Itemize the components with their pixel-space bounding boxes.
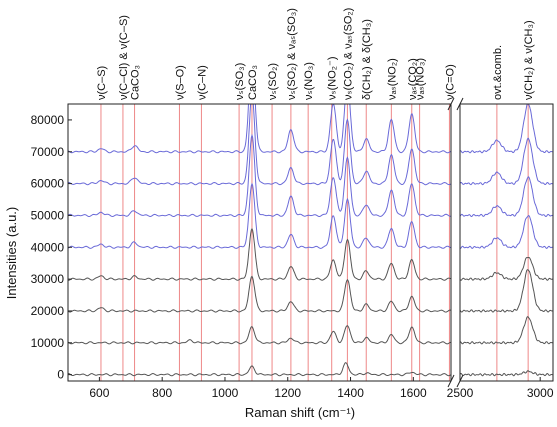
x-tick-label: 1600 <box>400 386 427 400</box>
y-axis-title: Intensities (a.u.) <box>4 207 19 300</box>
band-label: νₛ(NO₂⁻) <box>327 56 339 100</box>
y-tick-label: 20000 <box>31 304 65 318</box>
spectrum-line <box>459 316 553 345</box>
plot-frame-right <box>459 103 554 382</box>
band-label: νₐₛ(NO₂) <box>386 58 398 100</box>
y-tick-label: 60000 <box>31 177 65 191</box>
spectrum-line <box>68 362 452 377</box>
y-tick-label: 70000 <box>31 145 65 159</box>
spectrum-line <box>68 182 452 249</box>
spectrum-line <box>459 215 553 249</box>
y-tick-label: 30000 <box>31 272 65 286</box>
band-labels: ν(C–S) ν(C–Cl) & ν(C–S) CaCO₃ ν(S–O) ν(C–N) ν… <box>96 8 535 100</box>
x-tick-label: 3000 <box>527 386 554 400</box>
spectrum-line <box>459 256 553 281</box>
band-label: ν(CH₂) & ν(CH₃) <box>523 20 535 100</box>
y-tick-label: 80000 <box>31 113 65 127</box>
plot-frame-left <box>67 103 452 382</box>
spectrum-line <box>459 137 553 186</box>
band-label: CaCO₃ <box>247 65 259 100</box>
axis-break-gap <box>452 98 459 110</box>
x-axis-title: Raman shift (cm⁻¹) <box>245 405 355 420</box>
spectrum-line <box>68 104 452 154</box>
band-label: νₐₛ(CO₂) <box>407 58 419 100</box>
band-label: νₛ(CO₂) & νₐₛ(SO₂) <box>342 8 354 100</box>
axes: 0 10000 20000 30000 40000 50000 60000 70000 8000… <box>31 97 554 400</box>
x-tick-label: 1400 <box>337 386 364 400</box>
y-tick-label: 50000 <box>31 208 65 222</box>
y-tick-label: 40000 <box>31 240 65 254</box>
axis-break-mark <box>456 97 464 111</box>
axis-break-mark <box>447 374 455 388</box>
band-label: ν(C–Cl) & ν(C–S) <box>118 15 130 100</box>
spectrum-line <box>459 104 553 154</box>
spectrum-line <box>459 370 553 377</box>
axis-break-gap <box>452 375 459 387</box>
band-label: νₛ(SO₃) <box>234 63 246 100</box>
band-label: CaCO₃ <box>130 65 142 100</box>
band-label: νₛ(SO₂) <box>267 63 279 100</box>
spectrum-line <box>68 104 452 186</box>
band-label: ν(C–S) <box>96 66 108 100</box>
spectra-series <box>68 104 553 377</box>
y-tick-label: 0 <box>57 368 64 382</box>
band-label: ovt.&comb. <box>492 45 504 100</box>
band-marker-lines <box>100 104 529 381</box>
x-tick-label: 600 <box>89 386 109 400</box>
axis-break-mark <box>447 97 455 111</box>
x-tick-label: 800 <box>152 386 172 400</box>
spectrum-line <box>68 325 452 345</box>
spectrum-line <box>459 269 553 313</box>
y-tick-label: 10000 <box>31 336 65 350</box>
band-label: ν(C–N) <box>196 65 208 100</box>
band-label: ν(S–O) <box>174 65 186 100</box>
band-label: νₐₛ(NO₃) <box>415 58 427 100</box>
x-tick-label: 2500 <box>447 386 474 400</box>
band-label: ν(C=O) <box>444 64 456 100</box>
spectrum-line <box>68 227 452 281</box>
band-label: νₛ(NO₃) <box>303 62 315 100</box>
spectrum-line <box>459 176 553 218</box>
spectrum-line <box>68 133 451 218</box>
x-tick-label: 1000 <box>212 386 239 400</box>
x-tick-label: 1200 <box>274 386 301 400</box>
band-label: νₛ(SO₂) & νₐₛ(SO₃) <box>286 8 298 100</box>
band-label: δ(CH₂) & δ(CH₃) <box>361 19 373 100</box>
spectrum-line <box>68 275 452 313</box>
